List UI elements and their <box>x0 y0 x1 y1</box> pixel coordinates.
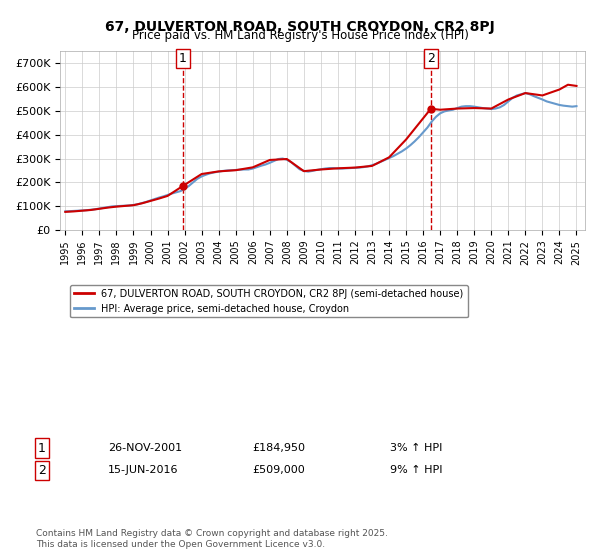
Text: 26-NOV-2001: 26-NOV-2001 <box>108 443 182 453</box>
Text: 9% ↑ HPI: 9% ↑ HPI <box>390 465 443 475</box>
Text: 2: 2 <box>38 464 46 477</box>
Text: 67, DULVERTON ROAD, SOUTH CROYDON, CR2 8PJ: 67, DULVERTON ROAD, SOUTH CROYDON, CR2 8… <box>105 20 495 34</box>
Text: £509,000: £509,000 <box>252 465 305 475</box>
Text: £184,950: £184,950 <box>252 443 305 453</box>
Text: 15-JUN-2016: 15-JUN-2016 <box>108 465 179 475</box>
Text: Contains HM Land Registry data © Crown copyright and database right 2025.
This d: Contains HM Land Registry data © Crown c… <box>36 529 388 549</box>
Text: 1: 1 <box>179 52 187 65</box>
Legend: 67, DULVERTON ROAD, SOUTH CROYDON, CR2 8PJ (semi-detached house), HPI: Average p: 67, DULVERTON ROAD, SOUTH CROYDON, CR2 8… <box>70 285 467 318</box>
Text: 1: 1 <box>38 441 46 455</box>
Text: 2: 2 <box>427 52 435 65</box>
Text: Price paid vs. HM Land Registry's House Price Index (HPI): Price paid vs. HM Land Registry's House … <box>131 29 469 42</box>
Text: 3% ↑ HPI: 3% ↑ HPI <box>390 443 442 453</box>
